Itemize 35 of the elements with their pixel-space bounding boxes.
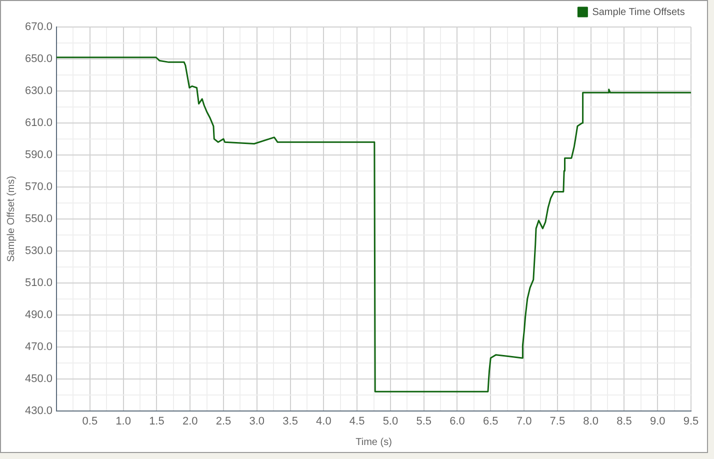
y-tick-label: 610.0 — [24, 116, 53, 129]
legend-label: Sample Time Offsets — [592, 6, 685, 18]
x-tick-label: 2.0 — [182, 415, 198, 428]
y-tick-label: 550.0 — [24, 212, 53, 225]
y-tick-label: 570.0 — [24, 180, 53, 193]
y-axis-title: Sample Offset (ms) — [6, 176, 17, 262]
x-tick-label: 6.5 — [482, 415, 498, 428]
x-tick-label: 2.5 — [216, 415, 232, 428]
y-tick-label: 590.0 — [24, 148, 53, 161]
x-tick-label: 3.5 — [282, 415, 298, 428]
x-tick-label: 4.0 — [316, 415, 332, 428]
x-tick-label: 5.0 — [382, 415, 398, 428]
x-axis-title: Time (s) — [356, 436, 392, 448]
y-tick-label: 450.0 — [24, 372, 53, 385]
x-tick-label: 1.0 — [116, 415, 131, 428]
x-tick-label: 1.5 — [149, 415, 164, 428]
x-tick-label: 8.5 — [616, 415, 632, 428]
y-tick-label: 530.0 — [24, 244, 53, 257]
y-tick-label: 510.0 — [24, 276, 53, 289]
x-tick-label: 6.0 — [450, 415, 465, 428]
y-tick-label: 650.0 — [24, 53, 53, 66]
y-tick-label: 490.0 — [24, 308, 53, 321]
x-tick-label: 8.0 — [583, 415, 598, 428]
x-tick-label: 7.0 — [516, 415, 532, 428]
x-tick-label: 0.5 — [82, 415, 98, 428]
y-tick-label: 430.0 — [24, 404, 53, 417]
y-tick-label: 670.0 — [24, 21, 53, 34]
y-tick-label: 470.0 — [24, 340, 53, 353]
x-tick-label: 5.5 — [416, 415, 432, 428]
x-tick-label: 9.0 — [650, 415, 666, 428]
x-tick-label: 9.5 — [683, 415, 699, 428]
x-tick-label: 3.0 — [249, 415, 265, 428]
y-tick-label: 630.0 — [24, 85, 53, 97]
x-tick-label: 7.5 — [550, 415, 566, 428]
x-tick-label: 4.5 — [349, 415, 365, 428]
